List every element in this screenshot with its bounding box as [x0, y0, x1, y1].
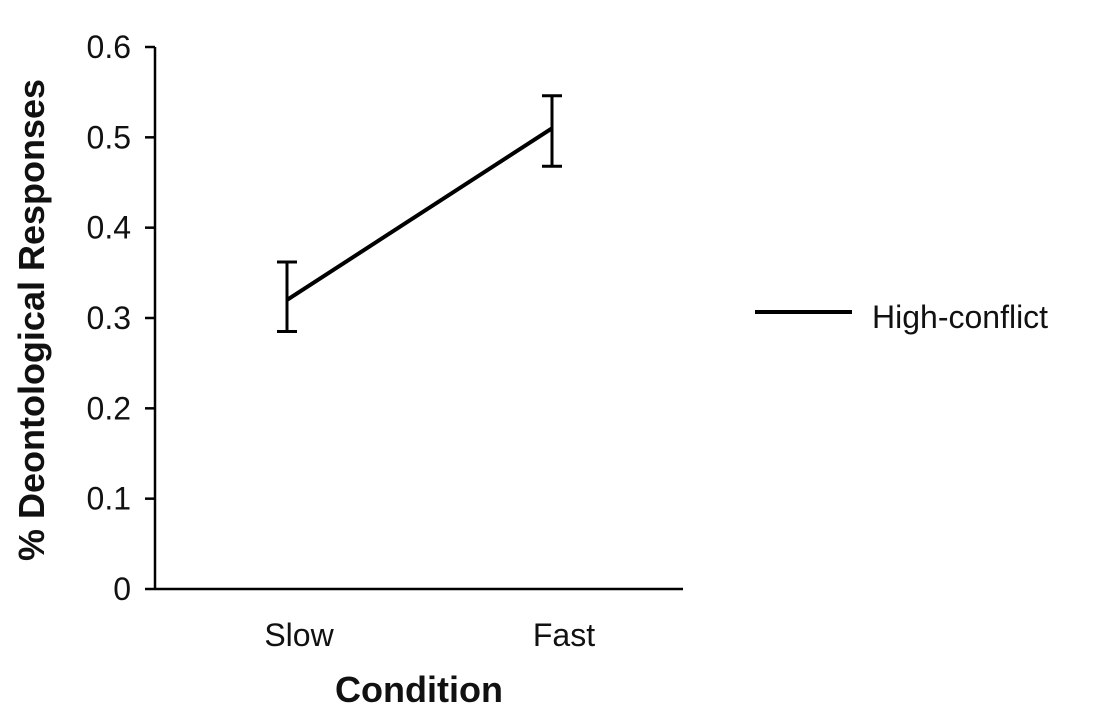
- y-tick-label: 0: [113, 571, 131, 607]
- series-layer: [277, 94, 562, 334]
- axes: [153, 47, 683, 591]
- data-point: [285, 298, 289, 302]
- error-bar: [277, 260, 297, 334]
- series-line: [285, 126, 554, 302]
- x-axis-title: Condition: [335, 669, 503, 710]
- y-tick-label: 0.5: [87, 119, 131, 155]
- error-bar: [542, 94, 562, 168]
- y-axis-title: % Deontological Responses: [11, 79, 52, 561]
- y-tick-label: 0.1: [87, 481, 131, 517]
- y-tick-label: 0.4: [87, 210, 131, 246]
- legend-label: High-conflict: [872, 299, 1048, 335]
- y-tick-label: 0.3: [87, 300, 131, 336]
- x-tick-label: Fast: [533, 617, 595, 653]
- x-tick-label: Slow: [264, 617, 334, 653]
- y-tick-label: 0.2: [87, 390, 131, 426]
- legend: High-conflict: [755, 299, 1048, 335]
- y-ticks: 0 0.1 0.2 0.3 0.4 0.5 0.6: [87, 29, 155, 607]
- data-point: [550, 126, 554, 130]
- y-tick-label: 0.6: [87, 29, 131, 65]
- x-ticks: Slow Fast: [264, 617, 595, 653]
